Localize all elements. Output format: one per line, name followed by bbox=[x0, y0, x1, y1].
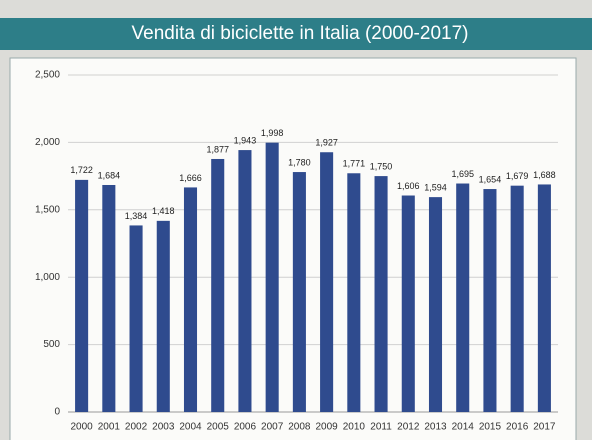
x-tick-label: 2013 bbox=[424, 422, 447, 433]
bar bbox=[483, 189, 497, 412]
y-tick-label: 1,000 bbox=[35, 272, 60, 283]
x-tick-label: 2011 bbox=[370, 422, 392, 433]
value-label: 1,594 bbox=[424, 183, 447, 193]
x-tick-label: 2002 bbox=[125, 422, 148, 433]
x-tick-label: 2007 bbox=[261, 422, 284, 433]
bar bbox=[211, 158, 225, 412]
value-label: 1,654 bbox=[479, 174, 502, 184]
x-tick-label: 2015 bbox=[479, 422, 502, 433]
bar bbox=[428, 197, 443, 412]
value-label: 1,750 bbox=[370, 161, 393, 171]
y-tick-label: 0 bbox=[54, 407, 60, 418]
bar bbox=[374, 176, 388, 412]
x-tick-label: 2005 bbox=[207, 422, 230, 433]
value-label: 1,688 bbox=[533, 170, 556, 180]
value-label: 1,998 bbox=[261, 128, 284, 138]
y-tick-label: 2,000 bbox=[35, 137, 60, 148]
y-tick-label: 500 bbox=[43, 339, 60, 350]
bar bbox=[129, 225, 143, 412]
x-tick-label: 2010 bbox=[343, 422, 366, 433]
bar bbox=[347, 173, 361, 412]
value-label: 1,666 bbox=[179, 173, 202, 183]
bar bbox=[183, 187, 198, 412]
x-tick-label: 2014 bbox=[452, 422, 475, 433]
bar bbox=[537, 184, 551, 412]
value-label: 1,418 bbox=[152, 206, 175, 216]
x-tick-label: 2017 bbox=[533, 422, 556, 433]
bar bbox=[102, 184, 116, 412]
x-tick-label: 2009 bbox=[315, 422, 338, 433]
value-label: 1,780 bbox=[288, 157, 311, 167]
bar bbox=[156, 220, 170, 412]
x-tick-label: 2003 bbox=[152, 422, 175, 433]
bar bbox=[238, 150, 252, 412]
chart-title: Vendita di biciclette in Italia (2000-20… bbox=[132, 23, 469, 44]
x-tick-label: 2004 bbox=[179, 422, 202, 433]
bar bbox=[292, 172, 306, 412]
x-tick-label: 2001 bbox=[98, 422, 121, 433]
value-label: 1,927 bbox=[315, 138, 338, 148]
value-label: 1,384 bbox=[125, 211, 148, 221]
y-tick-label: 2,500 bbox=[35, 70, 60, 81]
title-band bbox=[0, 18, 592, 50]
y-tick-label: 1,500 bbox=[35, 204, 60, 215]
bar bbox=[401, 195, 415, 412]
bar bbox=[320, 152, 334, 412]
x-tick-label: 2016 bbox=[506, 422, 529, 433]
bar bbox=[265, 142, 279, 412]
value-label: 1,684 bbox=[98, 170, 121, 180]
bar bbox=[456, 183, 470, 412]
bar bbox=[510, 185, 524, 412]
value-label: 1,943 bbox=[234, 135, 257, 145]
value-label: 1,722 bbox=[70, 165, 93, 175]
value-label: 1,606 bbox=[397, 181, 420, 191]
value-label: 1,679 bbox=[506, 171, 529, 181]
value-label: 1,877 bbox=[206, 144, 229, 154]
x-tick-label: 2000 bbox=[70, 422, 93, 433]
bar bbox=[75, 179, 89, 412]
x-tick-label: 2006 bbox=[234, 422, 257, 433]
value-label: 1,695 bbox=[451, 169, 474, 179]
x-tick-label: 2012 bbox=[397, 422, 420, 433]
value-label: 1,771 bbox=[343, 159, 366, 169]
x-tick-label: 2008 bbox=[288, 422, 311, 433]
